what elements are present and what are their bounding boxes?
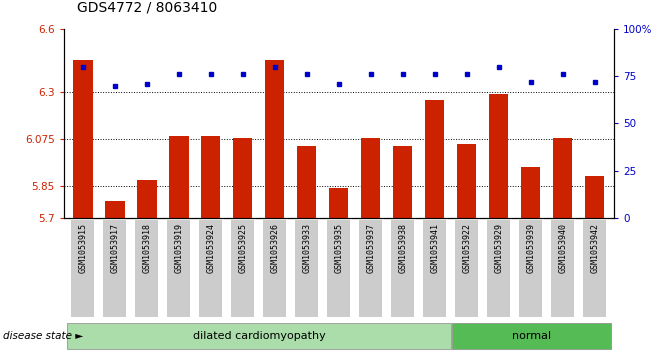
Text: GSM1053924: GSM1053924 xyxy=(207,223,215,273)
Bar xyxy=(105,201,125,218)
Text: GSM1053939: GSM1053939 xyxy=(526,223,535,273)
Bar xyxy=(361,138,380,218)
FancyBboxPatch shape xyxy=(552,220,574,317)
FancyBboxPatch shape xyxy=(263,220,287,317)
FancyBboxPatch shape xyxy=(136,220,158,317)
Text: GSM1053942: GSM1053942 xyxy=(590,223,599,273)
Text: disease state ►: disease state ► xyxy=(3,331,84,341)
FancyBboxPatch shape xyxy=(452,323,611,349)
Bar xyxy=(138,180,156,218)
Bar xyxy=(329,188,348,218)
Bar xyxy=(521,167,540,218)
FancyBboxPatch shape xyxy=(71,220,95,317)
Text: GSM1053917: GSM1053917 xyxy=(111,223,119,273)
Bar xyxy=(553,138,572,218)
Text: GSM1053937: GSM1053937 xyxy=(366,223,375,273)
Bar xyxy=(234,138,252,218)
Text: dilated cardiomyopathy: dilated cardiomyopathy xyxy=(193,331,325,341)
Text: GSM1053926: GSM1053926 xyxy=(270,223,279,273)
Bar xyxy=(393,147,413,218)
FancyBboxPatch shape xyxy=(583,220,607,317)
Bar xyxy=(265,61,285,218)
FancyBboxPatch shape xyxy=(423,220,446,317)
FancyBboxPatch shape xyxy=(519,220,542,317)
FancyBboxPatch shape xyxy=(391,220,415,317)
FancyBboxPatch shape xyxy=(295,220,318,317)
Text: GSM1053919: GSM1053919 xyxy=(174,223,183,273)
Bar xyxy=(489,94,509,218)
FancyBboxPatch shape xyxy=(456,220,478,317)
Text: GSM1053940: GSM1053940 xyxy=(558,223,567,273)
Bar xyxy=(457,144,476,218)
Text: GSM1053915: GSM1053915 xyxy=(79,223,87,273)
FancyBboxPatch shape xyxy=(327,220,350,317)
Text: GSM1053933: GSM1053933 xyxy=(303,223,311,273)
FancyBboxPatch shape xyxy=(487,220,511,317)
Text: normal: normal xyxy=(512,331,551,341)
Text: GDS4772 / 8063410: GDS4772 / 8063410 xyxy=(77,0,217,15)
Text: GSM1053929: GSM1053929 xyxy=(495,223,503,273)
Bar xyxy=(201,136,221,218)
FancyBboxPatch shape xyxy=(67,323,451,349)
Bar xyxy=(169,136,189,218)
Text: GSM1053918: GSM1053918 xyxy=(142,223,152,273)
FancyBboxPatch shape xyxy=(199,220,222,317)
Bar xyxy=(73,61,93,218)
Text: GSM1053925: GSM1053925 xyxy=(238,223,248,273)
Bar xyxy=(297,147,317,218)
Text: GSM1053938: GSM1053938 xyxy=(399,223,407,273)
FancyBboxPatch shape xyxy=(167,220,191,317)
Text: GSM1053935: GSM1053935 xyxy=(334,223,344,273)
FancyBboxPatch shape xyxy=(360,220,382,317)
FancyBboxPatch shape xyxy=(103,220,126,317)
FancyBboxPatch shape xyxy=(231,220,254,317)
Bar xyxy=(585,176,605,218)
Bar xyxy=(425,100,444,218)
Text: GSM1053922: GSM1053922 xyxy=(462,223,471,273)
Text: GSM1053941: GSM1053941 xyxy=(430,223,440,273)
